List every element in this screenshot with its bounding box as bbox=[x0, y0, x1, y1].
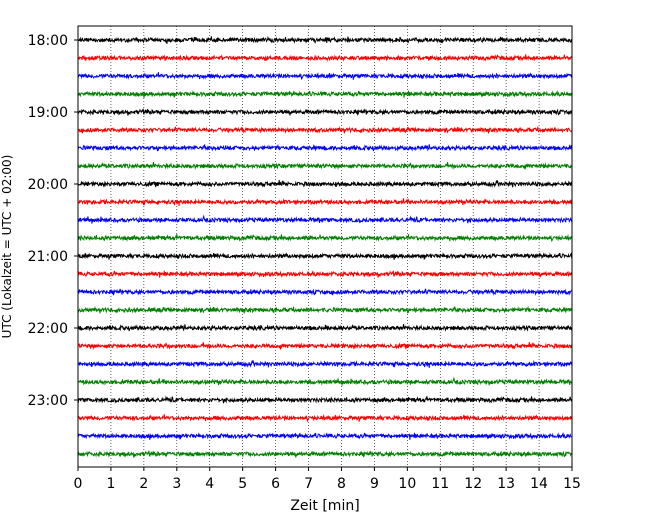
trace-2030 bbox=[77, 214, 573, 224]
trace-2245 bbox=[77, 376, 573, 386]
seismic-traces bbox=[77, 35, 573, 458]
trace-1815 bbox=[77, 54, 573, 62]
trace-2200 bbox=[77, 323, 573, 332]
trace-2330 bbox=[77, 432, 573, 441]
trace-1845 bbox=[77, 90, 573, 99]
x-tick-label: 5 bbox=[238, 476, 247, 492]
trace-2315 bbox=[77, 414, 573, 423]
trace-2000 bbox=[77, 180, 573, 188]
trace-2130 bbox=[77, 287, 573, 296]
trace-1830 bbox=[77, 71, 573, 81]
x-tick-label: 11 bbox=[431, 476, 449, 492]
trace-1800 bbox=[77, 35, 573, 45]
trace-2115 bbox=[77, 270, 573, 279]
y-tick-label: 18:00 bbox=[28, 33, 68, 49]
y-tick-label: 22:00 bbox=[28, 321, 68, 337]
x-tick-label: 15 bbox=[563, 476, 581, 492]
trace-2100 bbox=[77, 252, 573, 260]
trace-1945 bbox=[77, 161, 573, 171]
x-tick-label: 10 bbox=[398, 476, 416, 492]
y-tick-label: 20:00 bbox=[28, 177, 68, 193]
x-tick-label: 1 bbox=[106, 476, 115, 492]
x-tick-label: 14 bbox=[530, 476, 548, 492]
y-tick-label: 19:00 bbox=[28, 105, 68, 121]
x-tick-label: 9 bbox=[370, 476, 379, 492]
trace-1915 bbox=[77, 125, 573, 134]
x-tick-label: 13 bbox=[497, 476, 515, 492]
x-axis-ticks: 0 1 2 3 4 5 6 7 8 9 10 11 12 13 14 15 bbox=[74, 467, 581, 492]
y-axis-label: UTC (Lokalzeit = UTC + 02:00) bbox=[0, 155, 14, 339]
trace-2215 bbox=[77, 342, 573, 351]
trace-2300 bbox=[77, 395, 573, 404]
trace-2015 bbox=[77, 197, 573, 206]
x-tick-label: 12 bbox=[464, 476, 482, 492]
trace-2045 bbox=[77, 234, 573, 243]
x-tick-label: 6 bbox=[271, 476, 280, 492]
trace-2345 bbox=[77, 450, 573, 458]
trace-2230 bbox=[77, 359, 573, 368]
y-tick-label: 21:00 bbox=[28, 249, 68, 265]
x-tick-label: 4 bbox=[205, 476, 214, 492]
x-tick-label: 2 bbox=[139, 476, 148, 492]
trace-1900 bbox=[77, 108, 573, 116]
x-tick-label: 7 bbox=[304, 476, 313, 492]
trace-2145 bbox=[77, 305, 573, 314]
plot-frame bbox=[77, 25, 573, 468]
y-tick-label: 23:00 bbox=[28, 393, 68, 409]
x-axis-label: Zeit [min] bbox=[290, 498, 359, 514]
trace-1930 bbox=[77, 143, 573, 152]
y-axis-ticks: 18:00 19:00 20:00 21:00 22:00 23:00 bbox=[28, 33, 78, 409]
x-tick-label: 0 bbox=[74, 476, 83, 492]
x-tick-label: 8 bbox=[337, 476, 346, 492]
x-tick-label: 3 bbox=[172, 476, 181, 492]
